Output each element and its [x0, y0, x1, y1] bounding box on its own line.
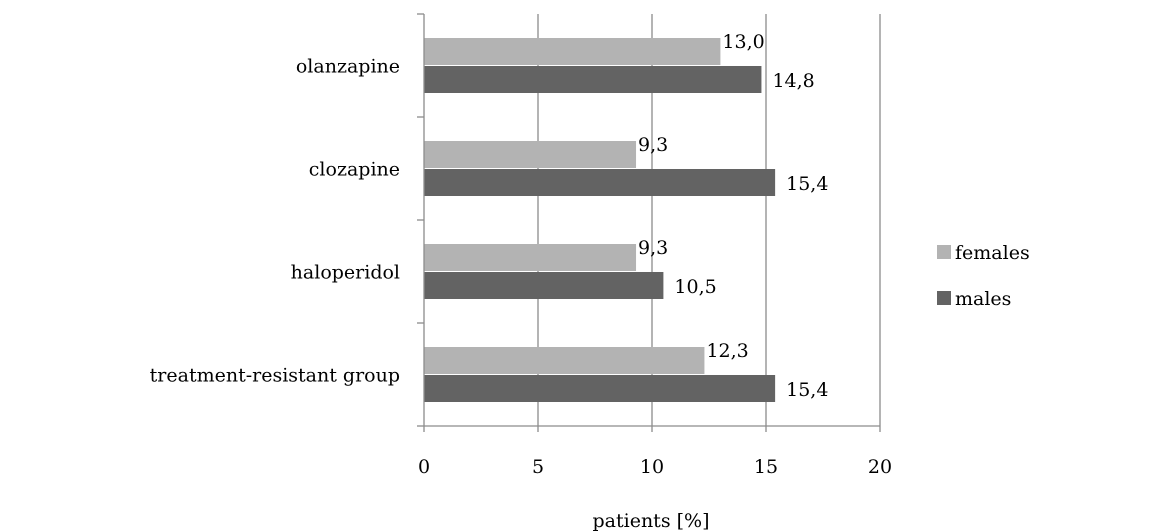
category-label: olanzapine: [296, 56, 400, 78]
x-axis-title: patients [%]: [593, 510, 710, 532]
data-label: 9,3: [638, 134, 668, 156]
bar-females: [424, 244, 637, 271]
bar-males: [424, 375, 776, 402]
bar-males: [424, 66, 762, 93]
data-label: 10,5: [674, 276, 716, 298]
x-tick-label: 15: [754, 456, 778, 478]
legend-label: males: [955, 288, 1011, 310]
data-label: 14,8: [772, 70, 814, 92]
bar-males: [424, 169, 776, 196]
category-label: haloperidol: [291, 262, 400, 284]
x-tick-label: 20: [868, 456, 892, 478]
data-label: 15,4: [786, 379, 828, 401]
x-tick-label: 5: [532, 456, 544, 478]
data-label: 13,0: [722, 31, 764, 53]
legend-swatch-females: [937, 245, 951, 259]
x-tick-label: 10: [640, 456, 664, 478]
category-label: clozapine: [309, 159, 400, 181]
legend: females males: [937, 242, 1030, 310]
labels-group: 0 5 10 15 20 13,0 14,8 olanzapine 9,3 15,4 clozapi…: [150, 31, 892, 478]
bar-females: [424, 38, 721, 65]
data-label: 12,3: [706, 340, 748, 362]
category-label: treatment-resistant group: [150, 365, 400, 387]
bar-females: [424, 347, 705, 374]
data-label: 9,3: [638, 237, 668, 259]
legend-swatch-males: [937, 291, 951, 305]
axes-group: [417, 13, 881, 432]
bars-group: [424, 38, 776, 402]
x-tick-label: 0: [418, 456, 430, 478]
bar-males: [424, 272, 664, 299]
legend-label: females: [955, 242, 1030, 264]
bar-females: [424, 141, 637, 168]
data-label: 15,4: [786, 173, 828, 195]
